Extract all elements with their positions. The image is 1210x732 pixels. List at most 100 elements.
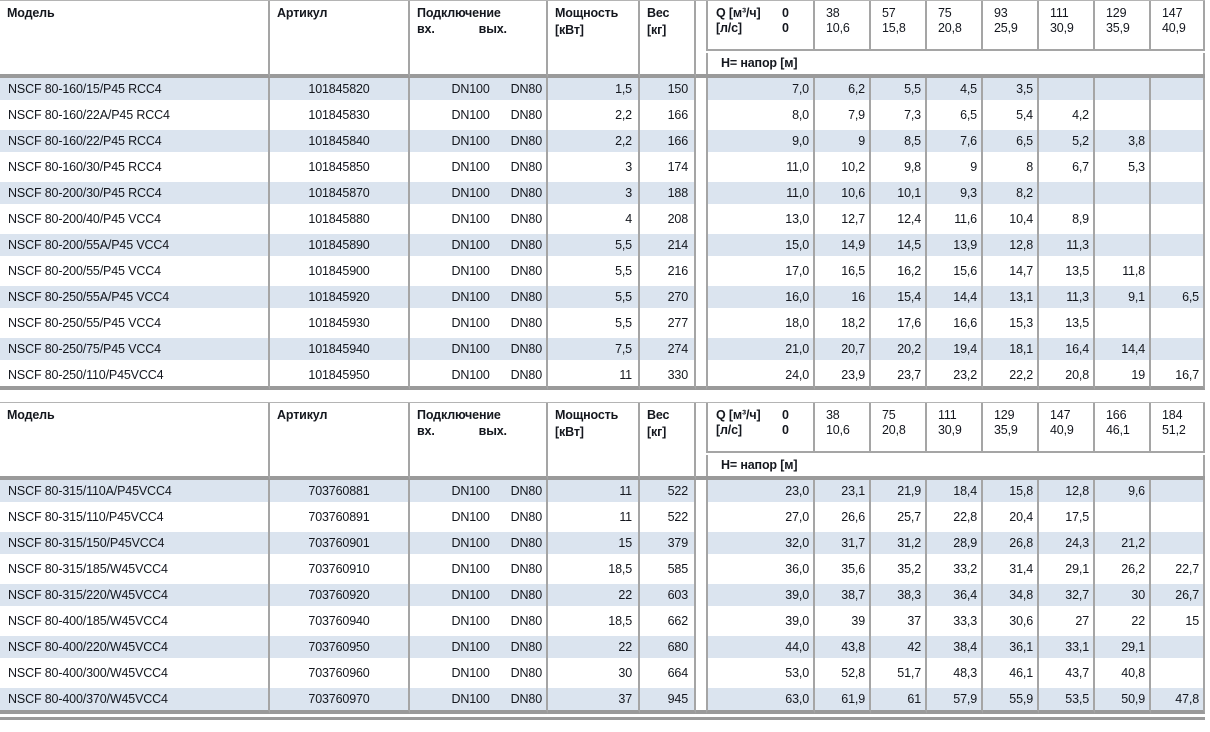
- head-value-cell: [1151, 506, 1205, 532]
- weight-cell: 174: [640, 156, 696, 182]
- article-cell: 703760960: [270, 662, 410, 688]
- article-cell: 703760970: [270, 688, 410, 714]
- head-value-cell: 22: [1095, 610, 1151, 636]
- header-row: Модель Артикул Подключение вх. вых. Мощно…: [0, 403, 1205, 480]
- head-value-cell: 38,7: [815, 584, 871, 610]
- head-value-cell: 39,0: [706, 610, 815, 636]
- weight-cell: 274: [640, 338, 696, 364]
- connection-cell: DN100 DN80: [410, 286, 548, 312]
- head-value-cell: 33,3: [927, 610, 983, 636]
- article-cell: 101845830: [270, 104, 410, 130]
- head-value-cell: 10,2: [815, 156, 871, 182]
- head-value-cell: 23,0: [706, 480, 815, 506]
- gap-cell: [696, 688, 706, 714]
- head-value-cell: [1095, 104, 1151, 130]
- head-value-cell: 29,1: [1095, 636, 1151, 662]
- gap-cell: [696, 286, 706, 312]
- q-section-header: Q [м³/ч] 0 [л/с] 0 38 10,6 57 15,8 75 20,8 93 25,…: [706, 1, 1205, 78]
- model-header-label: Модель: [7, 6, 55, 20]
- gap-cell: [696, 480, 706, 506]
- table-row: NSCF 80-400/220/W45VCC4 703760950 DN100 DN8…: [0, 636, 1205, 662]
- gap-cell: [696, 558, 706, 584]
- weight-cell: 208: [640, 208, 696, 234]
- article-cell: 703760920: [270, 584, 410, 610]
- head-value-cell: 20,7: [815, 338, 871, 364]
- head-value-cell: 36,1: [983, 636, 1039, 662]
- table-row: NSCF 80-200/55A/P45 VCC4 101845890 DN100 DN…: [0, 234, 1205, 260]
- model-cell: NSCF 80-250/55A/P45 VCC4: [0, 286, 270, 312]
- head-value-cell: 30,6: [983, 610, 1039, 636]
- head-value-cell: 5,2: [1039, 130, 1095, 156]
- article-cell: 703760940: [270, 610, 410, 636]
- weight-cell: 522: [640, 506, 696, 532]
- head-value-cell: 39,0: [706, 584, 815, 610]
- head-value-cell: 22,8: [927, 506, 983, 532]
- head-value-cell: 13,0: [706, 208, 815, 234]
- power-cell: 15: [548, 532, 640, 558]
- article-cell: 101845880: [270, 208, 410, 234]
- head-value-cell: 33,1: [1039, 636, 1095, 662]
- head-value-cell: [1095, 312, 1151, 338]
- model-cell: NSCF 80-250/75/P45 VCC4: [0, 338, 270, 364]
- model-cell: NSCF 80-250/110/P45VCC4: [0, 364, 270, 390]
- column-header-power: Мощность [кВт]: [548, 1, 640, 78]
- gap-cell: [696, 312, 706, 338]
- article-cell: 101845900: [270, 260, 410, 286]
- article-cell: 101845950: [270, 364, 410, 390]
- article-cell: 101845870: [270, 182, 410, 208]
- model-cell: NSCF 80-200/55/P45 VCC4: [0, 260, 270, 286]
- head-value-cell: [1095, 506, 1151, 532]
- connection-cell: DN100 DN80: [410, 636, 548, 662]
- q-column-header: 57 15,8: [871, 1, 927, 49]
- head-row-label: H= напор [м]: [706, 53, 1205, 74]
- head-value-cell: 7,3: [871, 104, 927, 130]
- head-value-cell: [1151, 532, 1205, 558]
- model-cell: NSCF 80-160/22A/P45 RCC4: [0, 104, 270, 130]
- head-value-cell: 6,2: [815, 78, 871, 104]
- table-row: NSCF 80-400/185/W45VCC4 703760940 DN100 DN8…: [0, 610, 1205, 636]
- head-value-cell: 7,9: [815, 104, 871, 130]
- head-value-cell: 12,8: [1039, 480, 1095, 506]
- head-value-cell: 53,5: [1039, 688, 1095, 714]
- table-row: NSCF 80-250/55/P45 VCC4 101845930 DN100 DN8…: [0, 312, 1205, 338]
- power-cell: 4: [548, 208, 640, 234]
- head-value-cell: 24,0: [706, 364, 815, 390]
- head-value-cell: 5,3: [1095, 156, 1151, 182]
- connection-cell: DN100 DN80: [410, 532, 548, 558]
- head-value-cell: [1095, 182, 1151, 208]
- power-cell: 1,5: [548, 78, 640, 104]
- head-value-cell: 17,6: [871, 312, 927, 338]
- head-value-cell: 18,1: [983, 338, 1039, 364]
- head-value-cell: [1095, 208, 1151, 234]
- head-value-cell: 42: [871, 636, 927, 662]
- table-row: NSCF 80-315/110A/P45VCC4 703760881 DN100 DN…: [0, 480, 1205, 506]
- head-value-cell: 23,9: [815, 364, 871, 390]
- connection-cell: DN100 DN80: [410, 312, 548, 338]
- gap-cell: [696, 584, 706, 610]
- power-cell: 30: [548, 662, 640, 688]
- head-value-cell: 34,8: [983, 584, 1039, 610]
- head-value-cell: 63,0: [706, 688, 815, 714]
- connection-cell: DN100 DN80: [410, 208, 548, 234]
- connection-cell: DN100 DN80: [410, 104, 548, 130]
- head-value-cell: 7,0: [706, 78, 815, 104]
- head-value-cell: 5,5: [871, 78, 927, 104]
- pump-table-1: Модель Артикул Подключение вх. вых. Мощно…: [0, 0, 1205, 390]
- table-row: NSCF 80-315/220/W45VCC4 703760920 DN100 DN8…: [0, 584, 1205, 610]
- table-row: NSCF 80-200/55/P45 VCC4 101845900 DN100 DN8…: [0, 260, 1205, 286]
- head-value-cell: 5,4: [983, 104, 1039, 130]
- bottom-divider: [0, 717, 1205, 720]
- power-cell: 22: [548, 636, 640, 662]
- connection-cell: DN100 DN80: [410, 156, 548, 182]
- article-cell: 101845820: [270, 78, 410, 104]
- q-column-header: 75 20,8: [927, 1, 983, 49]
- table-row: NSCF 80-160/22/P45 RCC4 101845840 DN100 DN8…: [0, 130, 1205, 156]
- q-column-header: 38 10,6: [815, 403, 871, 451]
- head-value-cell: 6,7: [1039, 156, 1095, 182]
- head-value-cell: 23,1: [815, 480, 871, 506]
- q-column-header: 111 30,9: [1039, 1, 1095, 49]
- head-value-cell: 39: [815, 610, 871, 636]
- weight-cell: 277: [640, 312, 696, 338]
- column-header-model: Модель: [0, 1, 270, 78]
- table-row: NSCF 80-160/30/P45 RCC4 101845850 DN100 DN8…: [0, 156, 1205, 182]
